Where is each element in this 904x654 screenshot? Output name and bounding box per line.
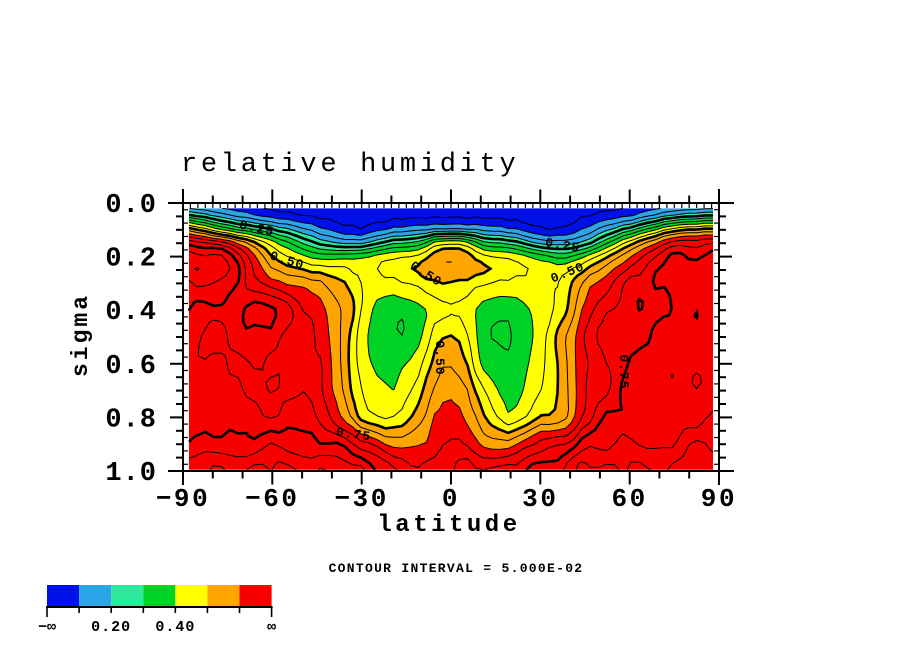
svg-text:−∞: −∞ — [38, 619, 56, 636]
svg-text:0.0: 0.0 — [105, 191, 157, 221]
svg-text:0.4: 0.4 — [105, 298, 157, 328]
svg-text:sigma: sigma — [68, 293, 94, 377]
svg-text:90: 90 — [701, 484, 737, 514]
svg-text:60: 60 — [611, 484, 647, 514]
svg-text:30: 30 — [522, 484, 558, 514]
svg-text:0.8: 0.8 — [105, 405, 157, 435]
svg-text:−90: −90 — [156, 484, 211, 514]
svg-text:−60: −60 — [245, 484, 300, 514]
svg-text:0.2: 0.2 — [105, 245, 157, 275]
svg-text:0.75: 0.75 — [616, 354, 631, 389]
svg-text:0.75: 0.75 — [335, 425, 372, 445]
svg-text:1.0: 1.0 — [105, 459, 157, 489]
svg-text:0.6: 0.6 — [105, 352, 157, 382]
svg-text:0.25: 0.25 — [544, 235, 581, 256]
svg-text:−30: −30 — [334, 484, 389, 514]
svg-text:0.25: 0.25 — [238, 218, 276, 240]
svg-text:latitude: latitude — [377, 512, 520, 539]
svg-text:0: 0 — [442, 484, 460, 514]
svg-text:CONTOUR INTERVAL = 5.000E-02: CONTOUR INTERVAL = 5.000E-02 — [329, 561, 584, 576]
svg-text:0.50: 0.50 — [432, 340, 447, 375]
svg-text:relative humidity: relative humidity — [181, 150, 519, 180]
svg-text:0.40: 0.40 — [155, 619, 195, 636]
svg-text:∞: ∞ — [267, 619, 276, 636]
svg-text:0.20: 0.20 — [91, 619, 131, 636]
